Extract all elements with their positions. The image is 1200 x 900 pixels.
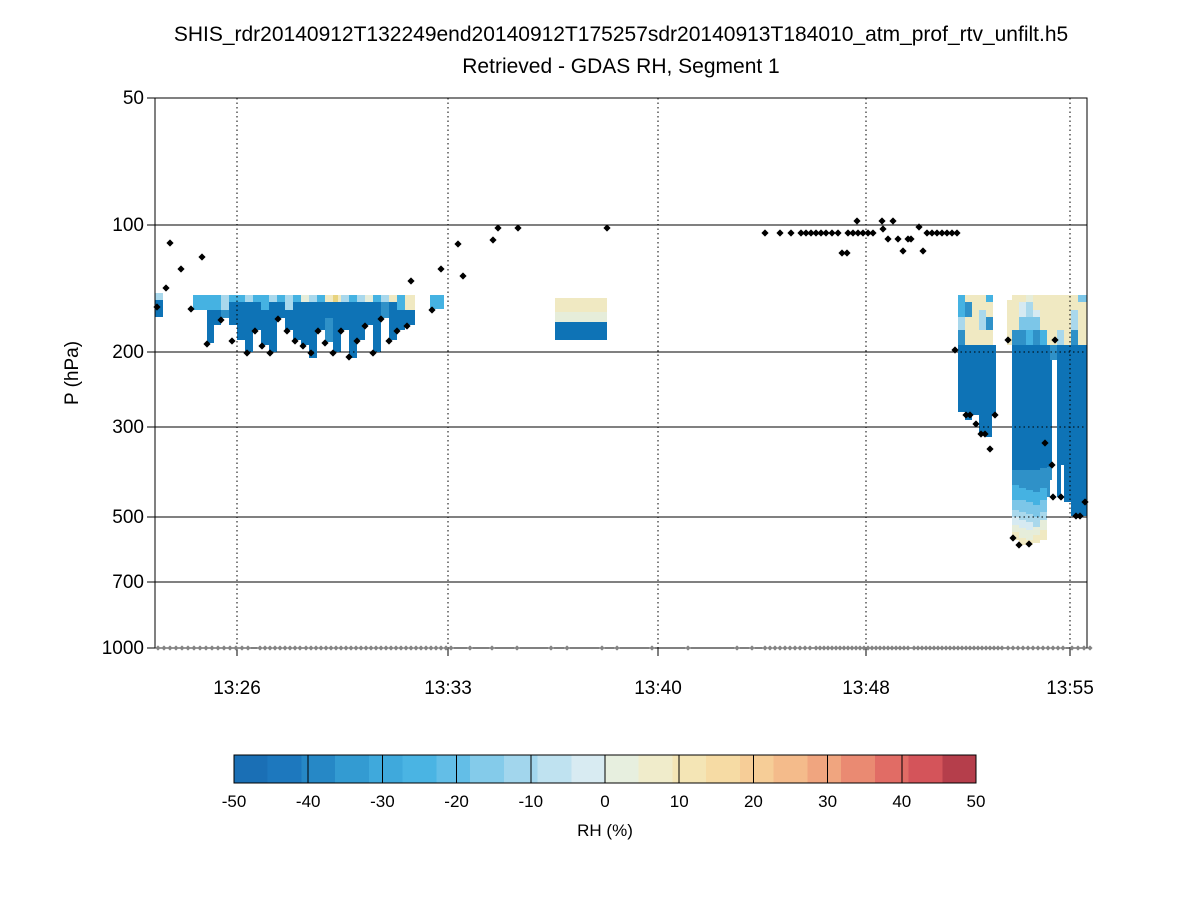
cbar-tick-m40: -40 [296, 792, 321, 811]
cbar-tick-m30: -30 [370, 792, 395, 811]
axes-frame [147, 97, 1088, 656]
cbar-tick-10: 10 [670, 792, 689, 811]
ytick-50: 50 [123, 88, 144, 109]
heatmap-cells [155, 293, 1087, 545]
ytick-500: 500 [112, 507, 144, 528]
cbar-tick-30: 30 [818, 792, 837, 811]
xtick-1340: 13:40 [634, 678, 682, 699]
ytick-100: 100 [112, 215, 144, 236]
ytick-300: 300 [112, 417, 144, 438]
plot-subtitle: Retrieved - GDAS RH, Segment 1 [462, 55, 779, 78]
cbar-tick-20: 20 [744, 792, 763, 811]
cbar-tick-m10: -10 [519, 792, 544, 811]
data-markers [153, 217, 1093, 651]
xtick-1348: 13:48 [842, 678, 890, 699]
cbar-tick-m20: -20 [444, 792, 469, 811]
gridlines-over [155, 98, 1087, 648]
xtick-1333: 13:33 [424, 678, 472, 699]
ytick-700: 700 [112, 572, 144, 593]
cbar-tick-40: 40 [892, 792, 911, 811]
cbar-tick-0: 0 [600, 792, 609, 811]
cbar-tick-m50: -50 [222, 792, 247, 811]
ytick-200: 200 [112, 342, 144, 363]
xtick-1355: 13:55 [1046, 678, 1094, 699]
plot-title: SHIS_rdr20140912T132249end20140912T17525… [174, 23, 1068, 46]
cbar-tick-50: 50 [967, 792, 986, 811]
gridlines-under [155, 98, 1087, 648]
colorbar-label: RH (%) [577, 821, 633, 840]
colorbar [233, 754, 977, 784]
xtick-1326: 13:26 [213, 678, 261, 699]
y-axis-label: P (hPa) [62, 341, 83, 405]
ytick-1000: 1000 [102, 638, 144, 659]
